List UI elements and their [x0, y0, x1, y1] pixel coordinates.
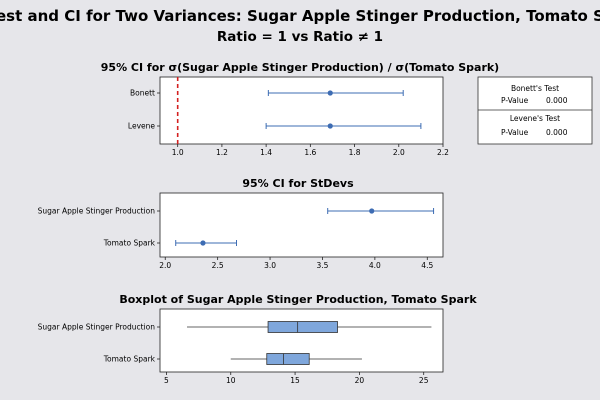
x-tick-label: 15 — [290, 376, 300, 385]
stats-box: Bonett's Test P-Value 0.000 Levene's Tes… — [477, 76, 593, 145]
levene-test-title: Levene's Test — [510, 114, 560, 123]
bonett-pvalue: 0.000 — [546, 96, 568, 105]
main-title: est and CI for Two Variances: Sugar Appl… — [0, 7, 600, 25]
panel-stdev-ci-title: 95% CI for StDevs — [242, 177, 354, 190]
bonett-test-title: Bonett's Test — [511, 84, 559, 93]
estimate-point-sugar-apple-stinger-production — [369, 208, 375, 214]
x-tick-label: 1.4 — [260, 148, 272, 157]
box-tomato-spark — [266, 353, 310, 365]
x-tick-label: 4.5 — [421, 261, 433, 270]
category-label-levene: Levene — [128, 122, 155, 131]
panel-boxplot-title: Boxplot of Sugar Apple Stinger Productio… — [119, 293, 477, 306]
x-tick-label: 1.0 — [172, 148, 184, 157]
bonett-pvalue-label: P-Value — [501, 96, 529, 105]
x-tick-label: 1.6 — [304, 148, 316, 157]
x-tick-label: 2.0 — [159, 261, 171, 270]
category-label-bonett: Bonett — [130, 89, 155, 98]
x-tick-label: 20 — [355, 376, 365, 385]
panel-stdev-ci-plot-area — [159, 192, 444, 258]
panel-ratio-ci: 95% CI for σ(Sugar Apple Stinger Product… — [101, 61, 499, 157]
stats-box-frame — [477, 76, 593, 145]
category-label-tomato-spark: Tomato Spark — [103, 239, 156, 248]
category-label-sugar-apple-stinger-production: Sugar Apple Stinger Production — [38, 207, 156, 216]
panel-stdev-ci: 95% CI for StDevs 2.0 2.5 3.0 3.5 4.0 4.5 Suga… — [38, 177, 444, 270]
x-tick-label: 2.2 — [437, 148, 449, 157]
panel-ratio-ci-plot-area — [159, 76, 444, 145]
panel-ratio-ci-title: 95% CI for σ(Sugar Apple Stinger Product… — [101, 61, 499, 74]
main-subtitle: Ratio = 1 vs Ratio ≠ 1 — [217, 29, 383, 45]
levene-pvalue: 0.000 — [546, 128, 568, 137]
x-tick-label: 3.5 — [316, 261, 328, 270]
x-tick-label: 10 — [226, 376, 236, 385]
box-sugar-apple-stinger-production — [267, 321, 338, 333]
x-tick-label: 25 — [419, 376, 429, 385]
estimate-point-bonett — [327, 90, 333, 96]
x-tick-label: 1.2 — [216, 148, 228, 157]
x-tick-label: 2.5 — [212, 261, 224, 270]
category-label-tomato-spark: Tomato Spark — [103, 355, 156, 364]
category-label-sugar-apple-stinger-production: Sugar Apple Stinger Production — [38, 323, 156, 332]
x-tick-label: 1.8 — [349, 148, 361, 157]
x-tick-label: 3.0 — [264, 261, 276, 270]
estimate-point-tomato-spark — [200, 240, 206, 246]
x-tick-label: 4.0 — [369, 261, 381, 270]
x-tick-label: 5 — [164, 376, 169, 385]
levene-pvalue-label: P-Value — [501, 128, 529, 137]
estimate-point-levene — [327, 123, 333, 129]
panel-boxplot: Boxplot of Sugar Apple Stinger Productio… — [38, 293, 478, 385]
x-tick-label: 2.0 — [393, 148, 405, 157]
